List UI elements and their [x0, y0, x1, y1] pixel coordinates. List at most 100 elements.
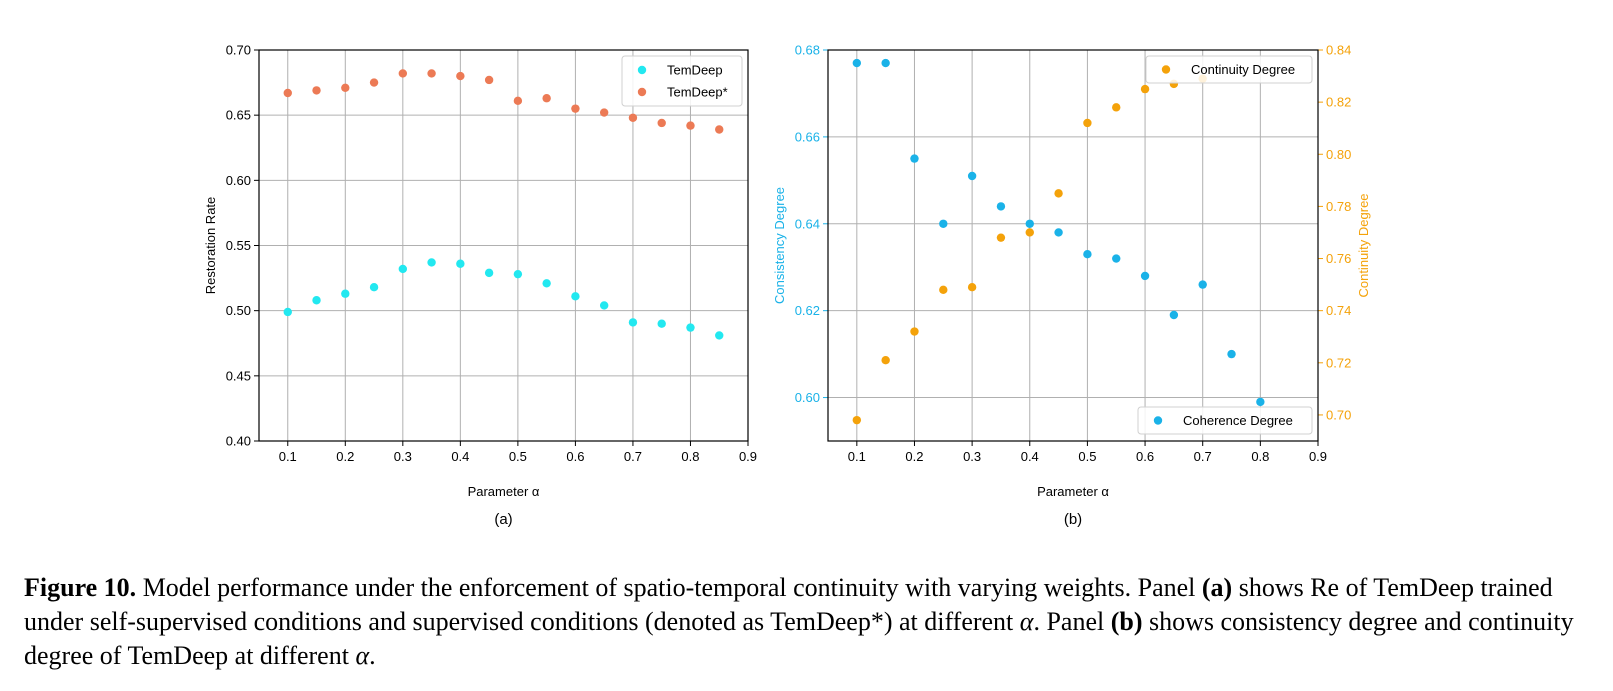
caption-alpha-2: α — [355, 641, 370, 670]
coherence-point — [1025, 219, 1034, 228]
temdeep-point — [513, 269, 523, 279]
temdeep-point — [599, 301, 609, 310]
caption-text-4: shows consistency degree and continuity … — [24, 607, 1574, 670]
panel-a-x-tick-label: 0.1 — [279, 449, 297, 464]
panel-b-x-axis-label: Parameter α — [1037, 484, 1109, 499]
continuity-point — [996, 233, 1006, 242]
panel-b-right-axis-label: Continuity Degree — [1356, 193, 1371, 297]
panel-a-y-tick-label: 0.45 — [226, 368, 251, 383]
temdeep-point — [628, 318, 638, 327]
panel-b-x-tick-label: 0.8 — [1251, 449, 1269, 464]
coherence-point — [1083, 249, 1092, 259]
caption-text-3: . Panel — [1033, 607, 1111, 636]
temdeep-star-point — [657, 118, 666, 128]
panel-b-x-tick-label: 0.9 — [1309, 449, 1327, 464]
coherence-point — [910, 154, 919, 163]
panel-a-grid — [259, 49, 749, 442]
panel-b-points — [852, 58, 1265, 425]
panel-b-chart: 0.1 0.2 0.3 0.4 0.5 0.6 0.7 0.8 0.9 0.60 0.62 0.64 0… — [772, 43, 1371, 529]
panel-b-right-tick-label: 0.82 — [1326, 95, 1351, 110]
continuity-point — [852, 415, 862, 425]
panel-b-right-tick-label: 0.78 — [1326, 199, 1351, 214]
caption-panel-b: (b) — [1110, 607, 1143, 636]
panel-a-y-tick-label: 0.50 — [226, 303, 251, 318]
panel-a-frame — [258, 49, 749, 442]
panel-a-x-axis-label: Parameter α — [468, 484, 540, 499]
panel-a-x-tick-label: 0.4 — [451, 449, 469, 464]
coherence-point — [1140, 271, 1150, 281]
panel-a-y-tick-label: 0.70 — [226, 43, 251, 58]
panel-a-legend-marker — [637, 65, 647, 75]
panel-b-frame — [827, 49, 1319, 442]
panel-b-left-tick-label: 0.66 — [795, 129, 820, 144]
caption-text-5: . — [369, 641, 376, 670]
panel-b-continuity-legend-marker — [1161, 65, 1171, 74]
panel-b-x-tick-label: 0.3 — [963, 449, 981, 464]
temdeep-point — [715, 331, 724, 340]
coherence-point — [881, 58, 890, 68]
panel-b-coherence-legend-box — [1137, 406, 1313, 435]
panel-b-coherence-legend-marker — [1153, 416, 1163, 425]
continuity-point — [910, 327, 919, 336]
coherence-point — [1054, 228, 1063, 237]
panel-b-left-tick-label: 0.68 — [795, 43, 820, 58]
temdeep-star-point — [456, 71, 465, 81]
panel-a-ticks: 0.1 0.2 0.3 0.4 0.5 0.6 0.7 0.8 0.9 0.40 0.45 0.50 0… — [226, 43, 757, 465]
panel-a-legend-label: TemDeep — [667, 63, 723, 78]
panel-b-x-tick-label: 0.5 — [1078, 449, 1096, 464]
temdeep-point — [686, 323, 695, 332]
temdeep-star-point — [599, 108, 609, 117]
temdeep-point — [456, 259, 465, 268]
panel-b-right-tick-label: 0.76 — [1326, 251, 1351, 266]
coherence-point — [1256, 397, 1265, 407]
panel-a-y-tick-label: 0.55 — [226, 238, 251, 253]
panel-b-legends: Continuity Degree Coherence Degree — [1137, 55, 1313, 435]
temdeep-star-point — [542, 94, 551, 103]
panel-a-y-tick-label: 0.65 — [226, 108, 251, 123]
panel-b-right-tick-label: 0.70 — [1326, 407, 1351, 422]
panel-b-grid — [828, 49, 1319, 441]
coherence-point — [1227, 349, 1236, 359]
coherence-point — [1112, 254, 1121, 263]
panel-b-left-tick-label: 0.60 — [795, 390, 820, 405]
panel-b-x-tick-label: 0.4 — [1021, 449, 1039, 464]
panel-a-x-tick-label: 0.2 — [336, 449, 354, 464]
temdeep-star-point — [571, 104, 580, 113]
coherence-point — [1198, 280, 1207, 289]
continuity-point — [939, 285, 948, 295]
panel-b-coherence-legend-label: Coherence Degree — [1183, 413, 1293, 428]
panel-a-label: (a) — [494, 511, 512, 528]
temdeep-star-point — [398, 69, 408, 78]
coherence-point — [939, 219, 948, 228]
temdeep-point — [571, 292, 580, 301]
panel-b-right-tick-label: 0.84 — [1326, 43, 1351, 58]
panel-b-label: (b) — [1064, 511, 1082, 528]
panel-a-legend-label: TemDeep* — [667, 85, 728, 100]
panel-b-continuity-legend-box — [1145, 55, 1313, 84]
continuity-point — [1140, 84, 1150, 94]
panel-a-legend-marker — [637, 87, 647, 97]
panel-b-left-tick-label: 0.64 — [795, 216, 820, 231]
temdeep-point — [542, 279, 551, 288]
continuity-point — [1083, 118, 1092, 128]
panel-b-right-tick-label: 0.72 — [1326, 355, 1351, 370]
temdeep-point — [657, 319, 666, 328]
panel-b-right-tick-label: 0.80 — [1326, 147, 1351, 162]
temdeep-star-point — [628, 113, 638, 122]
continuity-point — [967, 283, 977, 292]
panel-b-ticks: 0.1 0.2 0.3 0.4 0.5 0.6 0.7 0.8 0.9 0.60 0.62 0.64 0… — [795, 43, 1352, 465]
coherence-point — [852, 58, 862, 68]
temdeep-point — [283, 307, 292, 317]
panel-b-left-tick-label: 0.62 — [795, 303, 820, 318]
panel-b-left-axis-label: Consistency Degree — [772, 187, 787, 304]
panel-a-points — [283, 69, 724, 340]
panel-a-y-tick-label: 0.40 — [226, 434, 251, 449]
panel-a-x-tick-label: 0.6 — [566, 449, 584, 464]
temdeep-star-point — [484, 75, 494, 85]
figure: 0.1 0.2 0.3 0.4 0.5 0.6 0.7 0.8 0.9 0.40 0.45 0.50 0… — [203, 43, 1371, 529]
panel-a-y-axis-label: Restoration Rate — [203, 197, 218, 295]
temdeep-star-point — [686, 121, 695, 130]
continuity-point — [1054, 189, 1063, 198]
temdeep-star-point — [427, 69, 436, 78]
temdeep-point — [398, 264, 408, 274]
